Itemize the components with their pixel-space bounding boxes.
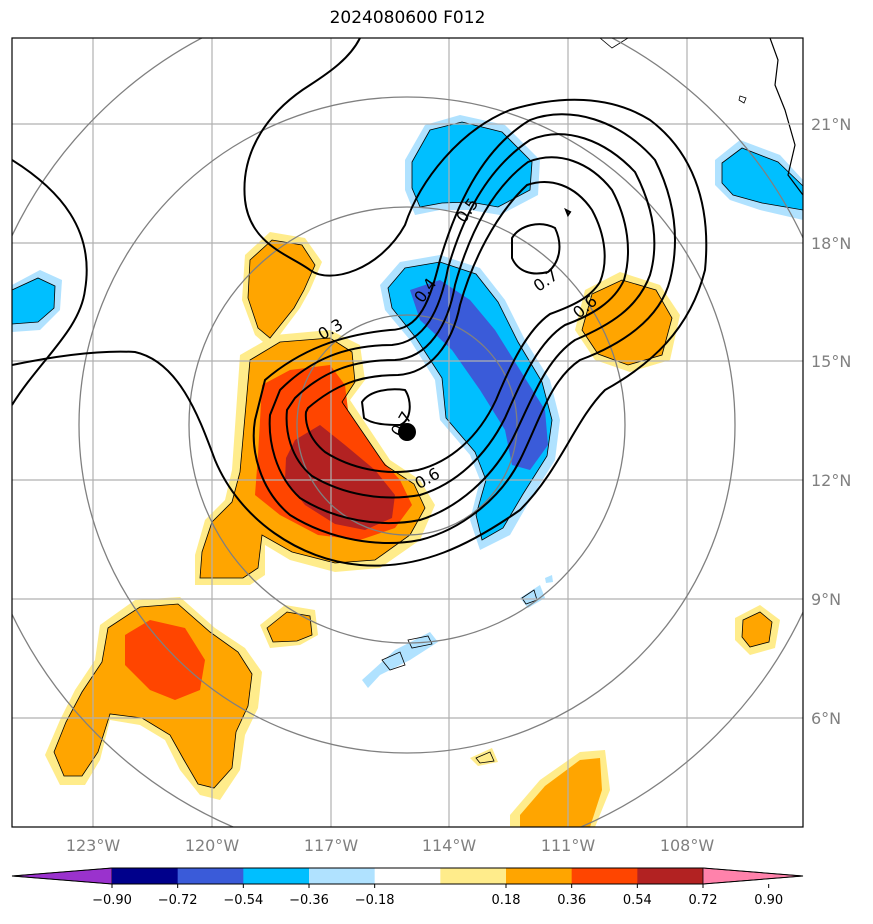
lon-tick-label: 123°W — [66, 836, 121, 855]
colorbar-segment — [112, 868, 179, 884]
colorbar-tick-label: 0.36 — [557, 893, 586, 908]
lat-tick-label: 12°N — [811, 471, 851, 490]
fill-boundary-lines — [12, 38, 803, 789]
lon-tick-label: 108°W — [660, 836, 715, 855]
bold-contours — [12, 38, 708, 567]
graticule — [12, 38, 803, 827]
lon-tick-label: 111°W — [541, 836, 596, 855]
colorbar-segment — [571, 868, 638, 884]
colorbar-tick-label: −0.90 — [92, 893, 132, 908]
colorbar-tick-label: −0.18 — [355, 893, 395, 908]
lon-tick-label: 117°W — [304, 836, 359, 855]
colorbar-segment — [309, 868, 376, 884]
colorbar-segment — [243, 868, 310, 884]
colorbar-segment — [506, 868, 573, 884]
lon-tick-label: 114°W — [422, 836, 477, 855]
positive-anomaly-fills — [45, 232, 780, 827]
map-title: 2024080600 F012 — [329, 8, 486, 28]
colorbar-tick-label: 0.72 — [689, 893, 718, 908]
lat-tick-label: 9°N — [811, 590, 841, 609]
lon-tick-labels: 123°W 120°W 117°W 114°W 111°W 108°W — [66, 836, 715, 855]
lat-tick-label: 15°N — [811, 352, 851, 371]
colorbar-extend-low — [11, 867, 113, 885]
colorbar-tick-label: −0.72 — [158, 893, 198, 908]
map-area: 0.3 0.4 0.5 0.6 0.7 0.6 0.7 — [12, 38, 803, 827]
range-rings — [12, 38, 803, 827]
colorbar-segment — [177, 868, 244, 884]
colorbar-tick-label: 0.18 — [492, 893, 521, 908]
colorbar-extend-high — [702, 867, 804, 885]
lat-tick-labels: 21°N 18°N 15°N 12°N 9°N 6°N — [811, 115, 851, 728]
coastline — [769, 38, 803, 196]
colorbar: −0.90 −0.72 −0.54 −0.36 −0.18 0.18 0.36 0.54 0.7… — [11, 867, 804, 908]
colorbar-tick-label: 0.90 — [754, 893, 783, 908]
map-frame — [11, 37, 804, 828]
lat-tick-label: 21°N — [811, 115, 851, 134]
colorbar-segment — [637, 868, 704, 884]
lat-tick-label: 6°N — [811, 709, 841, 728]
colorbar-tick-label: −0.54 — [223, 893, 263, 908]
storm-center-marker — [398, 423, 416, 441]
lat-tick-label: 18°N — [811, 234, 851, 253]
colorbar-segment — [374, 868, 441, 884]
colorbar-tick-label: −0.36 — [289, 893, 329, 908]
lon-tick-label: 120°W — [185, 836, 240, 855]
colorbar-tick-label: 0.54 — [623, 893, 652, 908]
colorbar-segment — [440, 868, 507, 884]
